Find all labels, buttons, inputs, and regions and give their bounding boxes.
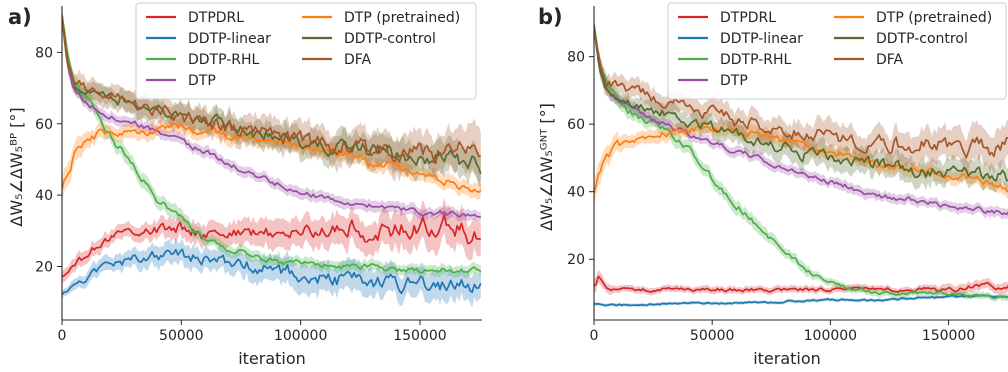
panel-b: 0 50000 100000 150000 20 40 60 80 iteration ΔW₅∠Δ… bbox=[537, 2, 1008, 368]
y-tick-label: 20 bbox=[567, 252, 585, 268]
x-tick-label: 150000 bbox=[393, 328, 446, 344]
legend-entry: DFA bbox=[876, 52, 904, 68]
x-tick-label: 0 bbox=[58, 328, 67, 344]
y-tick-label: 40 bbox=[35, 188, 53, 204]
y-axis-label: ΔW₅∠ΔW₅ᴮᴾ [°] bbox=[7, 107, 26, 226]
legend-entry: DDTP-RHL bbox=[720, 52, 792, 68]
y-tick-label: 20 bbox=[35, 259, 53, 275]
x-tick-label: 0 bbox=[590, 328, 599, 344]
band-dtpdrl bbox=[62, 197, 481, 283]
legend-entry: DDTP-linear bbox=[720, 31, 803, 47]
y-axis-label: ΔW₅∠ΔW₅ᴳᴺᵀ [°] bbox=[537, 103, 556, 231]
band-dtp-pretrained bbox=[62, 117, 481, 202]
line-dtpdrl bbox=[62, 214, 481, 278]
line-ddtp-rhl bbox=[594, 25, 1008, 300]
x-tick-label: 100000 bbox=[274, 328, 327, 344]
band-ddtp-linear bbox=[62, 237, 481, 308]
line-dtp bbox=[62, 15, 481, 218]
panel-label: b) bbox=[538, 5, 563, 29]
band-dtp bbox=[62, 8, 481, 223]
legend-frame bbox=[667, 2, 1007, 100]
legend-entry: DTPDRL bbox=[720, 10, 776, 26]
x-tick-label: 100000 bbox=[804, 328, 857, 344]
legend-entry: DDTP-RHL bbox=[188, 52, 260, 68]
line-layer bbox=[62, 15, 482, 296]
legend: DTPDRL DDTP-linear DDTP-RHL DTP DTP (pretrai… bbox=[667, 2, 1007, 100]
y-tick-label: 60 bbox=[567, 117, 585, 133]
line-ddtp-linear bbox=[594, 294, 1008, 307]
panel-label: a) bbox=[8, 5, 32, 29]
x-axis-label: iteration bbox=[753, 349, 821, 368]
legend-entry: DDTP-control bbox=[876, 31, 968, 47]
y-tick-label: 40 bbox=[567, 185, 585, 201]
band-dfa bbox=[62, 7, 481, 188]
band-ddtp-control bbox=[62, 8, 481, 191]
y-tick-label: 60 bbox=[35, 117, 53, 133]
x-tick-label: 50000 bbox=[690, 328, 735, 344]
line-dfa bbox=[62, 15, 481, 165]
y-tick-label: 80 bbox=[35, 45, 53, 61]
band-ddtp-linear bbox=[594, 293, 1008, 308]
band-layer bbox=[62, 7, 481, 308]
panel-a: 0 50000 100000 150000 20 40 60 80 iteration ΔW₅∠Δ… bbox=[7, 2, 482, 368]
line-ddtp-linear bbox=[62, 248, 482, 296]
legend-entry: DDTP-control bbox=[344, 31, 436, 47]
band-ddtp-control bbox=[594, 19, 1008, 193]
legend-entry: DTP bbox=[188, 73, 216, 89]
legend-entry: DTP bbox=[720, 73, 748, 89]
x-tick-label: 50000 bbox=[159, 328, 204, 344]
x-axis-label: iteration bbox=[238, 349, 306, 368]
band-ddtp-rhl bbox=[62, 8, 481, 279]
line-ddtp-control bbox=[594, 25, 1008, 182]
legend-entry: DTP (pretrained) bbox=[344, 10, 460, 26]
line-dtp-pretrained bbox=[594, 125, 1008, 194]
legend-frame bbox=[135, 2, 477, 100]
legend-entry: DDTP-linear bbox=[188, 31, 271, 47]
line-dfa bbox=[594, 25, 1008, 159]
line-ddtp-rhl bbox=[62, 15, 482, 274]
plot-area bbox=[62, 7, 482, 308]
line-dtp bbox=[594, 25, 1008, 216]
legend-entry: DFA bbox=[344, 52, 372, 68]
legend-entry: DTPDRL bbox=[188, 10, 244, 26]
x-tick-label: 150000 bbox=[922, 328, 975, 344]
legend: DTPDRL DDTP-linear DDTP-RHL DTP DTP (pretrai… bbox=[135, 2, 477, 100]
y-tick-label: 80 bbox=[567, 50, 585, 66]
line-dtp-pretrained bbox=[62, 122, 482, 194]
plot-area bbox=[594, 18, 1008, 308]
line-layer bbox=[594, 25, 1008, 307]
legend-entry: DTP (pretrained) bbox=[876, 10, 992, 26]
band-dfa bbox=[594, 18, 1008, 175]
